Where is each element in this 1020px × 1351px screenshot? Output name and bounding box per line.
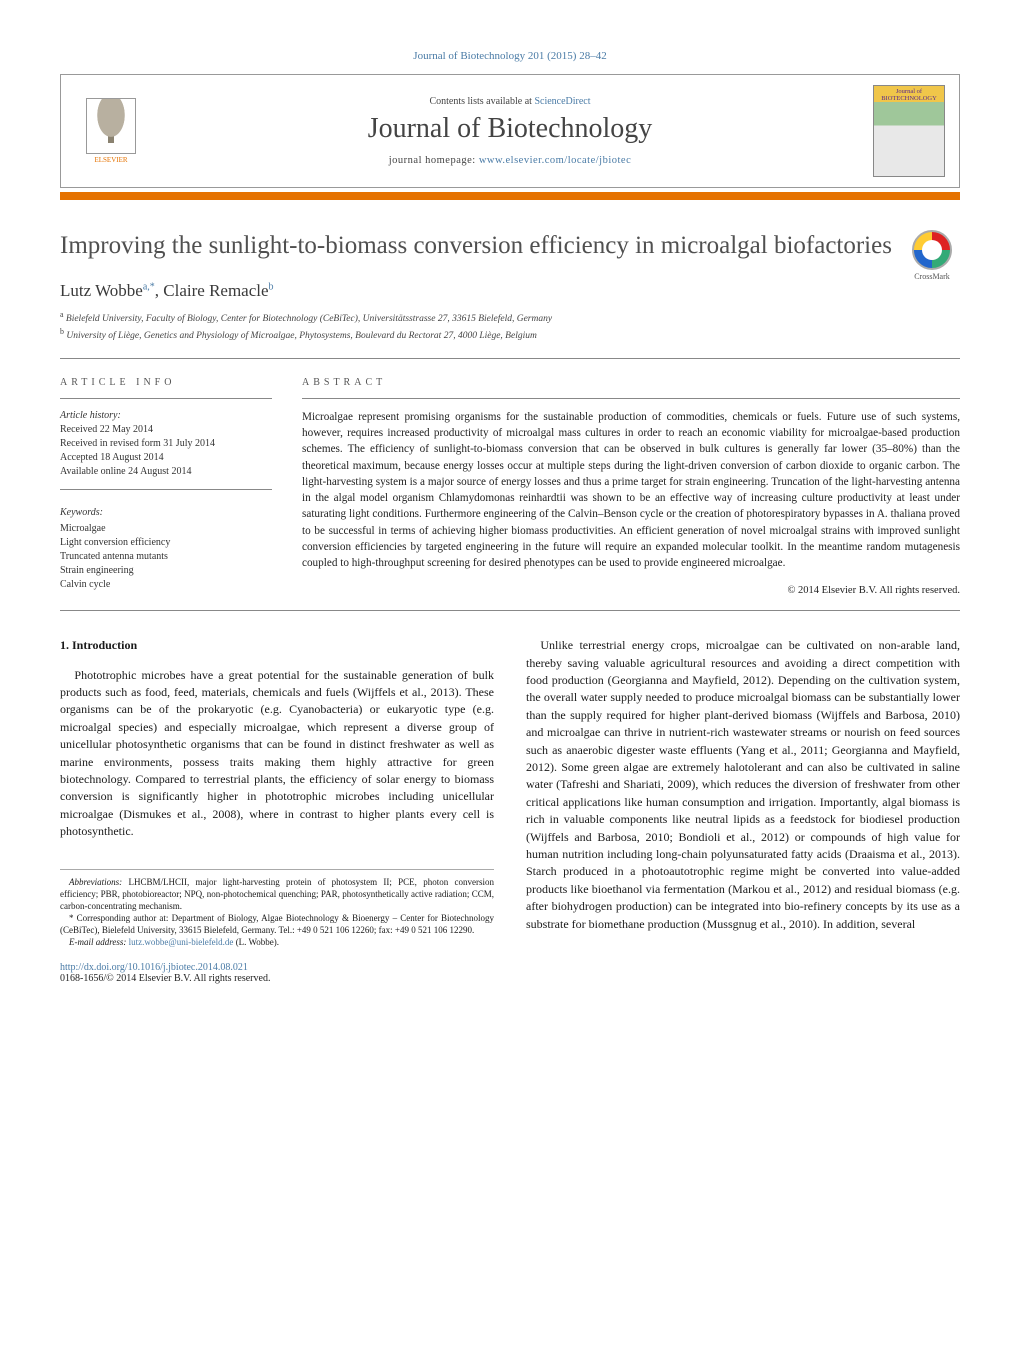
affiliation-a: Bielefeld University, Faculty of Biology… [66, 314, 552, 324]
abbrev-label: Abbreviations: [69, 877, 122, 887]
keyword: Truncated antenna mutants [60, 550, 272, 564]
email-footnote: E-mail address: lutz.wobbe@uni-bielefeld… [60, 936, 494, 948]
elsevier-tree-icon [86, 98, 136, 154]
doi-link[interactable]: http://dx.doi.org/10.1016/j.jbiotec.2014… [60, 962, 248, 973]
email-link[interactable]: lutz.wobbe@uni-bielefeld.de [126, 937, 233, 947]
publisher-label: ELSEVIER [94, 156, 127, 164]
keyword: Strain engineering [60, 564, 272, 578]
divider-rule [60, 610, 960, 611]
journal-header: ELSEVIER Contents lists available at Sci… [60, 74, 960, 188]
abstract-head: abstract [302, 377, 960, 388]
keywords-label: Keywords: [60, 506, 272, 520]
history-revised: Received in revised form 31 July 2014 [60, 437, 272, 451]
elsevier-logo: ELSEVIER [75, 90, 147, 172]
history-online: Available online 24 August 2014 [60, 465, 272, 479]
crossmark-icon [912, 230, 952, 270]
keyword: Microalgae [60, 522, 272, 536]
section-heading: 1. Introduction [60, 637, 494, 654]
body-paragraph: Unlike terrestrial energy crops, microal… [526, 637, 960, 933]
email-suffix: (L. Wobbe). [233, 937, 279, 947]
copyright-line: © 2014 Elsevier B.V. All rights reserved… [302, 585, 960, 596]
abstract-text: Microalgae represent promising organisms… [302, 409, 960, 571]
authors-line: Lutz Wobbea,*, Claire Remacleb [60, 281, 960, 301]
contents-prefix: Contents lists available at [429, 96, 534, 107]
journal-name: Journal of Biotechnology [147, 113, 873, 145]
author-2: , Claire Remacle [155, 281, 269, 300]
email-label: E-mail address: [69, 937, 126, 947]
body-paragraph: Phototrophic microbes have a great poten… [60, 667, 494, 841]
homepage-prefix: journal homepage: [389, 155, 479, 166]
journal-reference: Journal of Biotechnology 201 (2015) 28–4… [60, 50, 960, 62]
crossmark-label: CrossMark [914, 272, 950, 281]
author-1-sup: a,* [143, 281, 155, 292]
corresp-label: * Corresponding author at: [69, 913, 168, 923]
abbrev-text: LHCBM/LHCII, major light-harvesting prot… [60, 877, 494, 911]
keyword: Light conversion efficiency [60, 536, 272, 550]
journal-homepage-link[interactable]: www.elsevier.com/locate/jbiotec [479, 155, 631, 166]
affiliation-b: University of Liège, Genetics and Physio… [66, 332, 537, 342]
crossmark-badge[interactable]: CrossMark [904, 230, 960, 281]
history-label: Article history: [60, 410, 121, 421]
article-title: Improving the sunlight-to-biomass conver… [60, 230, 904, 261]
divider-rule [60, 489, 272, 490]
corresponding-author-footnote: * Corresponding author at: Department of… [60, 912, 494, 936]
contents-available-line: Contents lists available at ScienceDirec… [147, 96, 873, 107]
affiliations: a Bielefeld University, Faculty of Biolo… [60, 309, 960, 344]
issn-rights-line: 0168-1656/© 2014 Elsevier B.V. All right… [60, 973, 960, 984]
divider-rule [302, 398, 960, 399]
orange-divider-bar [60, 192, 960, 200]
journal-homepage-line: journal homepage: www.elsevier.com/locat… [147, 155, 873, 166]
sciencedirect-link[interactable]: ScienceDirect [534, 96, 590, 107]
history-accepted: Accepted 18 August 2014 [60, 451, 272, 465]
doi-block: http://dx.doi.org/10.1016/j.jbiotec.2014… [60, 962, 960, 973]
journal-cover-thumbnail: Journal of BIOTECHNOLOGY [873, 85, 945, 177]
article-info-head: article info [60, 377, 272, 388]
author-1: Lutz Wobbe [60, 281, 143, 300]
abbreviations-footnote: Abbreviations: LHCBM/LHCII, major light-… [60, 876, 494, 912]
author-2-sup: b [269, 281, 274, 292]
divider-rule [60, 398, 272, 399]
keyword: Calvin cycle [60, 578, 272, 592]
history-received: Received 22 May 2014 [60, 423, 272, 437]
